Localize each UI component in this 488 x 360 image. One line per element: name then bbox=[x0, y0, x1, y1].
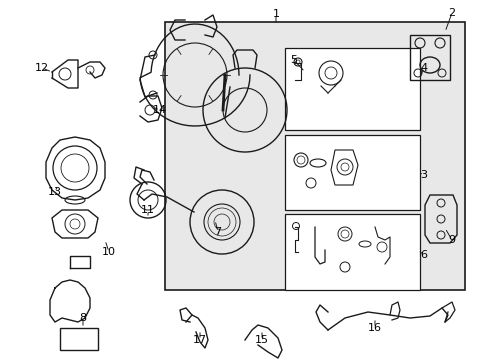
Text: 10: 10 bbox=[102, 247, 116, 257]
Text: 8: 8 bbox=[79, 313, 86, 323]
Text: 16: 16 bbox=[367, 323, 381, 333]
Bar bbox=[285, 135, 419, 210]
Text: 12: 12 bbox=[35, 63, 49, 73]
Bar bbox=[285, 214, 419, 290]
Text: 7: 7 bbox=[214, 227, 221, 237]
Text: 1: 1 bbox=[272, 9, 279, 19]
Text: 4: 4 bbox=[420, 63, 427, 73]
Text: 17: 17 bbox=[193, 335, 206, 345]
Bar bbox=[409, 35, 449, 80]
Text: 14: 14 bbox=[153, 105, 167, 115]
Text: 11: 11 bbox=[141, 205, 155, 215]
Text: 9: 9 bbox=[447, 235, 455, 245]
Text: 2: 2 bbox=[447, 8, 455, 18]
Bar bbox=[285, 48, 419, 130]
Text: 5: 5 bbox=[290, 55, 297, 65]
Text: 6: 6 bbox=[420, 250, 427, 260]
Text: 13: 13 bbox=[48, 187, 62, 197]
Bar bbox=[60, 328, 98, 350]
Bar bbox=[164, 22, 464, 290]
Text: 15: 15 bbox=[254, 335, 268, 345]
Text: 3: 3 bbox=[420, 170, 427, 180]
